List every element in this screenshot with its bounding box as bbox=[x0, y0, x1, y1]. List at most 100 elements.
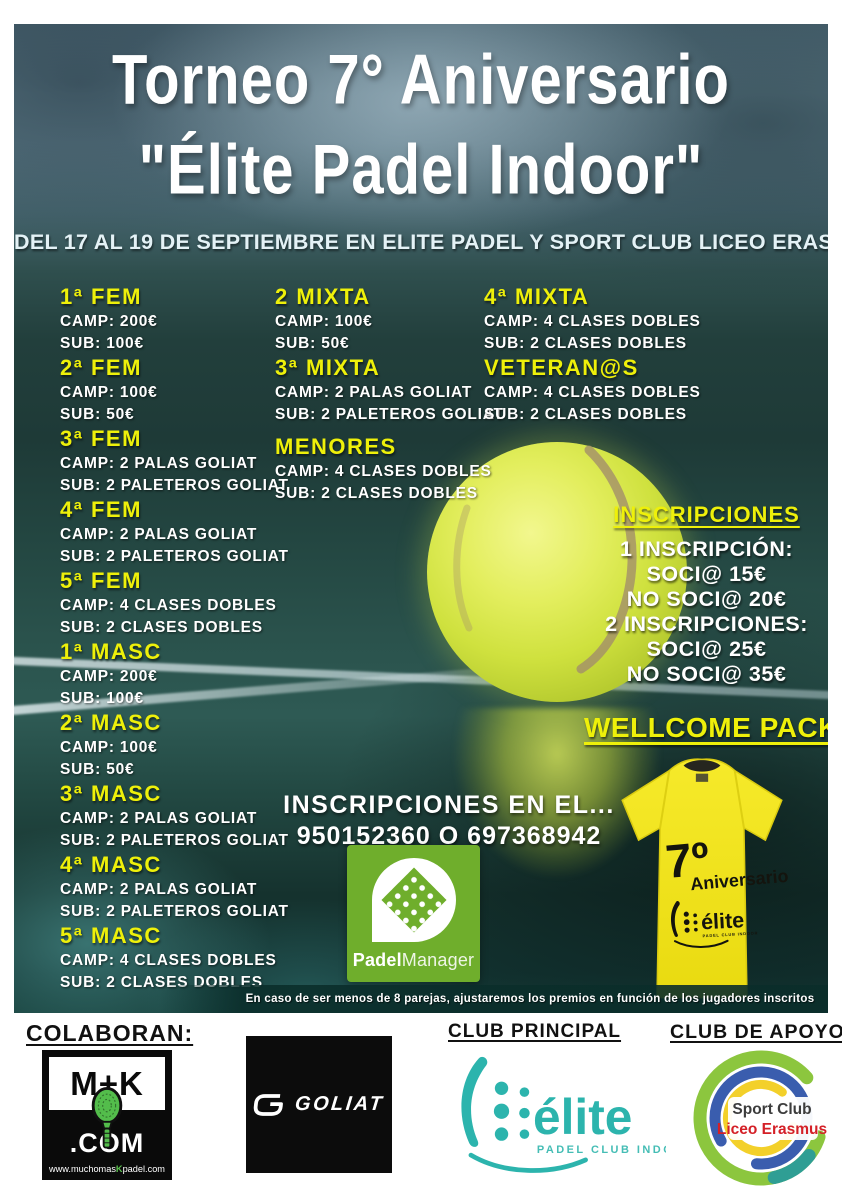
inscriptions-line: SOCI@ 25€ bbox=[646, 637, 767, 661]
elite-wordmark: élite bbox=[533, 1089, 632, 1145]
category-block: 3ª MIXTA CAMP: 2 PALAS GOLIAT SUB: 2 PAL… bbox=[275, 354, 504, 425]
tshirt-elite-word: élite bbox=[700, 908, 744, 934]
wellcome-pack-heading: WELLCOME PACK bbox=[584, 712, 828, 743]
category-camp: CAMP: 100€ bbox=[60, 739, 158, 756]
tshirt-print-7: 7º bbox=[663, 831, 711, 888]
category-block: 5ª FEM CAMP: 4 CLASES DOBLES SUB: 2 CLAS… bbox=[60, 567, 289, 638]
goliat-wordmark: GOLIAT bbox=[294, 1093, 386, 1115]
category-camp: CAMP: 2 PALAS GOLIAT bbox=[60, 455, 258, 472]
category-name: VETERAN@S bbox=[484, 355, 639, 380]
inscriptions-lines: 1 INSCRIPCIÓN: SOCI@ 15€ NO SOCI@ 20€ 2 … bbox=[579, 537, 828, 687]
category-sub: SUB: 50€ bbox=[275, 334, 350, 352]
tshirt-elite-logo: élite PADEL CLUB INDOOR bbox=[671, 901, 758, 948]
category-name: 2ª FEM bbox=[60, 355, 142, 380]
category-camp: CAMP: 4 CLASES DOBLES bbox=[484, 384, 701, 401]
category-block: MENORES CAMP: 4 CLASES DOBLES SUB: 2 CLA… bbox=[275, 433, 504, 504]
category-name: 3ª MIXTA bbox=[275, 355, 381, 380]
category-name: 2ª MASC bbox=[60, 710, 162, 735]
tshirt-collar bbox=[683, 760, 721, 772]
goliat-g-icon bbox=[254, 1093, 284, 1116]
category-camp: CAMP: 4 CLASES DOBLES bbox=[60, 952, 277, 969]
elite-club-logo: élite PADEL CLUB INDOOR bbox=[461, 1056, 666, 1173]
category-block: 4ª MASC CAMP: 2 PALAS GOLIAT SUB: 2 PALE… bbox=[60, 851, 289, 922]
category-camp: CAMP: 100€ bbox=[275, 313, 373, 330]
category-camp: CAMP: 4 CLASES DOBLES bbox=[484, 313, 701, 330]
tennis-ball-image bbox=[427, 442, 687, 702]
category-name: 4ª MIXTA bbox=[484, 284, 590, 309]
category-sub: SUB: 2 PALETEROS GOLIAT bbox=[275, 405, 504, 423]
tshirt-print: 7º Aniversario bbox=[663, 831, 789, 894]
sport-club-liceo-erasmus-logo: Sport Club Liceo Erasmus bbox=[693, 1050, 829, 1186]
category-sub: SUB: 2 CLASES DOBLES bbox=[484, 405, 687, 423]
category-block: 2ª MASC CAMP: 100€ SUB: 50€ bbox=[60, 709, 289, 780]
inscriptions-line: NO SOCI@ 20€ bbox=[626, 587, 787, 611]
category-sub: SUB: 2 CLASES DOBLES bbox=[484, 334, 687, 352]
poster-photo-area: Torneo 7° Aniversario "Élite Padel Indoo… bbox=[14, 24, 828, 1013]
category-name: 1ª MASC bbox=[60, 639, 162, 664]
contact-block: INSCRIPCIONES EN EL... 950152360 O 69736… bbox=[249, 790, 649, 852]
elite-sub-label: PADEL CLUB INDOOR bbox=[537, 1144, 666, 1156]
padelmanager-word-manager: Manager bbox=[401, 950, 475, 970]
colaboran-heading: COLABORAN: bbox=[26, 1020, 194, 1046]
category-sub: SUB: 2 PALETEROS GOLIAT bbox=[60, 902, 289, 920]
category-column-3: 4ª MIXTA CAMP: 4 CLASES DOBLES SUB: 2 CL… bbox=[484, 283, 701, 425]
category-sub: SUB: 2 PALETEROS GOLIAT bbox=[60, 831, 289, 849]
tshirt-label bbox=[695, 773, 709, 782]
category-camp: CAMP: 2 PALAS GOLIAT bbox=[60, 526, 258, 543]
category-sub: SUB: 50€ bbox=[60, 405, 135, 423]
club-apoyo-heading: CLUB DE APOYO bbox=[670, 1021, 842, 1043]
mk-url-post: padel.com bbox=[122, 1164, 165, 1174]
inscriptions-line: 1 INSCRIPCIÓN: bbox=[619, 537, 794, 561]
category-camp: CAMP: 100€ bbox=[60, 384, 158, 401]
category-camp: CAMP: 4 CLASES DOBLES bbox=[275, 463, 492, 480]
club-principal-heading: CLUB PRINCIPAL bbox=[448, 1021, 622, 1042]
mk-url: www.muchomasKpadel.com bbox=[42, 1164, 172, 1174]
poster-subtitle: DEL 17 AL 19 DE SEPTIEMBRE EN ELITE PADE… bbox=[14, 230, 828, 254]
tshirt-image: 7º Aniversario élite PADEL CLUB INDOOR bbox=[621, 758, 789, 999]
inscriptions-heading: INSCRIPCIONES bbox=[613, 502, 800, 527]
liceo-erasmus-label: Liceo Erasmus bbox=[717, 1121, 827, 1138]
inscriptions-line: SOCI@ 15€ bbox=[646, 562, 767, 586]
inscriptions-panel: INSCRIPCIONES 1 INSCRIPCIÓN: SOCI@ 15€ N… bbox=[579, 502, 828, 687]
category-block: 1ª MASC CAMP: 200€ SUB: 100€ bbox=[60, 638, 289, 709]
category-name: 4ª MASC bbox=[60, 852, 162, 877]
goliat-sponsor-logo: GOLIAT bbox=[246, 1036, 392, 1173]
padel-racket-icon bbox=[91, 1086, 123, 1149]
category-column-1: 1ª FEM CAMP: 200€ SUB: 100€ 2ª FEM CAMP:… bbox=[60, 283, 289, 993]
category-camp: CAMP: 200€ bbox=[60, 313, 158, 330]
inscriptions-line: NO SOCI@ 35€ bbox=[626, 662, 787, 686]
mk-url-pre: www.muchomas bbox=[49, 1164, 116, 1174]
category-camp: CAMP: 2 PALAS GOLIAT bbox=[60, 881, 258, 898]
category-sub: SUB: 100€ bbox=[60, 334, 144, 352]
category-name: MENORES bbox=[275, 434, 397, 459]
category-block: 5ª MASC CAMP: 4 CLASES DOBLES SUB: 2 CLA… bbox=[60, 922, 289, 993]
padelmanager-logo: PadelManager bbox=[347, 845, 480, 982]
padelmanager-diamond-dots-icon bbox=[380, 867, 447, 933]
category-name: 1ª FEM bbox=[60, 284, 142, 309]
category-block: 2 MIXTA CAMP: 100€ SUB: 50€ bbox=[275, 283, 504, 354]
category-camp: CAMP: 2 PALAS GOLIAT bbox=[275, 384, 473, 401]
padelmanager-word-padel: Padel bbox=[352, 950, 402, 970]
padelmanager-pin-icon bbox=[371, 858, 456, 942]
category-sub: SUB: 2 CLASES DOBLES bbox=[275, 484, 478, 502]
category-block: 4ª FEM CAMP: 2 PALAS GOLIAT SUB: 2 PALET… bbox=[60, 496, 289, 567]
tshirt-elite-sub: PADEL CLUB INDOOR bbox=[702, 930, 758, 938]
category-sub: SUB: 100€ bbox=[60, 689, 144, 707]
category-camp: CAMP: 200€ bbox=[60, 668, 158, 685]
category-block: 3ª FEM CAMP: 2 PALAS GOLIAT SUB: 2 PALET… bbox=[60, 425, 289, 496]
category-camp: CAMP: 4 CLASES DOBLES bbox=[60, 597, 277, 614]
category-block: 4ª MIXTA CAMP: 4 CLASES DOBLES SUB: 2 CL… bbox=[484, 283, 701, 354]
inscriptions-line: 2 INSCRIPCIONES: bbox=[605, 612, 808, 636]
category-column-2: 2 MIXTA CAMP: 100€ SUB: 50€ 3ª MIXTA CAM… bbox=[275, 283, 504, 504]
tennis-ball-seam bbox=[453, 445, 637, 674]
poster-title-line1: Torneo 7° Aniversario bbox=[112, 39, 730, 120]
mk-url-k: K bbox=[115, 1164, 123, 1174]
category-name: 4ª FEM bbox=[60, 497, 142, 522]
padelmanager-wordmark: PadelManager bbox=[347, 950, 480, 971]
category-block: 1ª FEM CAMP: 200€ SUB: 100€ bbox=[60, 283, 289, 354]
category-name: 5ª MASC bbox=[60, 923, 162, 948]
category-block: 2ª FEM CAMP: 100€ SUB: 50€ bbox=[60, 354, 289, 425]
mk-sponsor-logo: M+K .COM www.muchomasKpadel.com bbox=[42, 1050, 172, 1180]
category-name: 3ª FEM bbox=[60, 426, 142, 451]
